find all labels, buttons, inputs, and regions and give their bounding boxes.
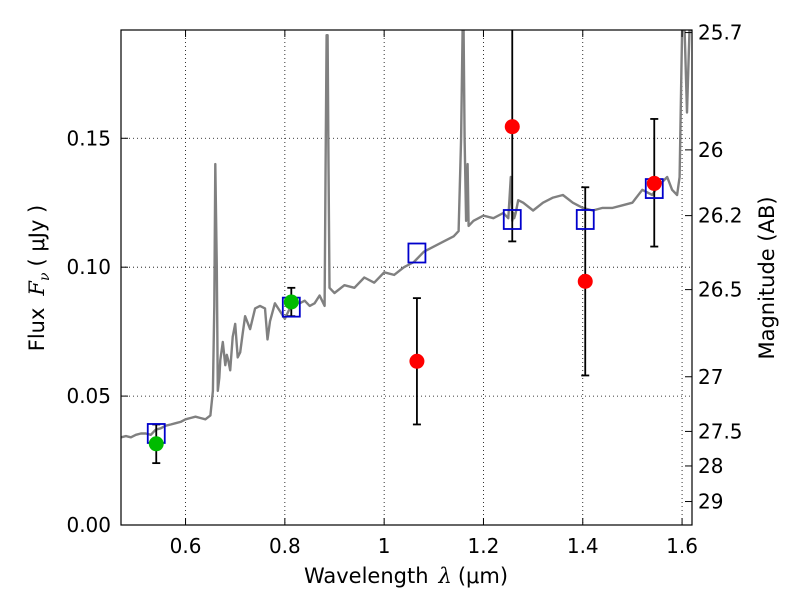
y-tick-label: 0.10 xyxy=(66,255,111,279)
spectrum-layer xyxy=(121,30,692,439)
mag-tick-label: 28 xyxy=(698,454,723,478)
photometry-square xyxy=(407,242,427,264)
mag-tick-label: 27 xyxy=(698,365,723,389)
magnitude-axis-label: Magnitude (AB) xyxy=(755,196,779,359)
mag-tick-label: 26.2 xyxy=(698,204,743,228)
mag-tick-label: 25.7 xyxy=(698,21,743,45)
spectrum-line xyxy=(121,30,692,439)
measurement-point xyxy=(646,175,662,191)
tick-labels: 0.6 0.8 1 1.2 1.4 1.6 0.00 0.05 0.10 0.15 25.7 26 26… xyxy=(66,21,742,558)
grid-lines xyxy=(121,30,692,525)
x-tick-label: 1.6 xyxy=(666,534,698,558)
measurement-point xyxy=(409,353,425,369)
y-tick-label: 0.15 xyxy=(66,126,111,150)
photometry-square xyxy=(575,209,595,230)
mag-tick-label: 27.5 xyxy=(698,419,743,443)
x-tick-label: 0.6 xyxy=(170,534,202,558)
mag-tick-label: 29 xyxy=(698,490,723,514)
y-tick-label: 0.00 xyxy=(66,513,111,537)
measurement-point xyxy=(577,273,593,289)
photometry-square xyxy=(502,209,522,230)
errorbar-layer xyxy=(152,30,659,465)
tick-marks xyxy=(121,30,692,526)
plot-frame xyxy=(120,29,693,526)
y-tick-label: 0.05 xyxy=(66,384,111,408)
mag-tick-label: 26 xyxy=(698,138,723,162)
x-tick-label: 0.8 xyxy=(269,534,301,558)
measurement-point xyxy=(148,436,164,452)
marker-layer xyxy=(146,119,664,452)
y-axis-label: FluxFν( μJy ) xyxy=(25,205,53,351)
measurement-point xyxy=(283,294,299,310)
mag-tick-label: 26.5 xyxy=(698,278,743,302)
x-tick-label: 1.2 xyxy=(468,534,500,558)
x-tick-label: 1.4 xyxy=(567,534,599,558)
x-axis-label: Wavelength λ (μm) xyxy=(304,564,508,588)
measurement-point xyxy=(504,119,520,135)
x-tick-label: 1 xyxy=(378,534,391,558)
